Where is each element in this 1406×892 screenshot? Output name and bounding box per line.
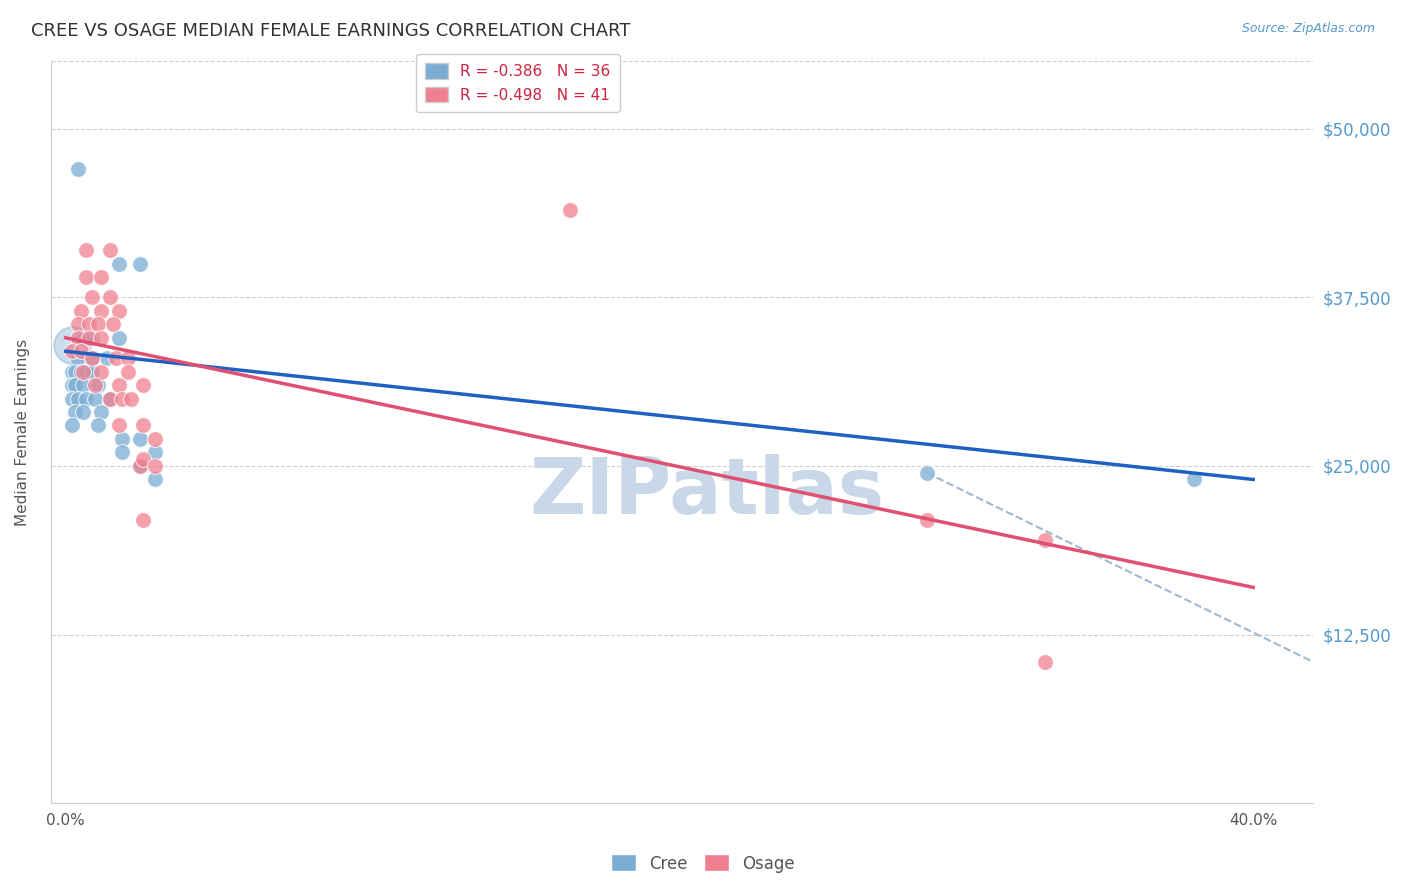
Point <box>84 392 107 406</box>
Point <box>90 303 112 318</box>
Point <box>87 378 110 392</box>
Point <box>915 513 938 527</box>
Point <box>66 392 89 406</box>
Point <box>82 290 104 304</box>
Point <box>79 318 101 332</box>
Point <box>143 432 166 446</box>
Point <box>79 331 101 345</box>
Point <box>132 513 155 527</box>
Point <box>117 365 139 379</box>
Point <box>128 458 150 473</box>
Point <box>82 351 104 365</box>
Text: ZIPatlas: ZIPatlas <box>530 454 884 530</box>
Point <box>96 351 118 365</box>
Point <box>128 432 150 446</box>
Point <box>82 365 104 379</box>
Point <box>75 392 97 406</box>
Point <box>60 344 83 359</box>
Point <box>1033 655 1056 669</box>
Point <box>90 365 112 379</box>
Y-axis label: Median Female Earnings: Median Female Earnings <box>15 339 30 525</box>
Point <box>90 270 112 285</box>
Point <box>66 162 89 177</box>
Point <box>560 202 582 217</box>
Point <box>63 405 86 419</box>
Text: CREE VS OSAGE MEDIAN FEMALE EARNINGS CORRELATION CHART: CREE VS OSAGE MEDIAN FEMALE EARNINGS COR… <box>31 22 630 40</box>
Point <box>98 243 121 257</box>
Point <box>98 392 121 406</box>
Point <box>69 344 91 359</box>
Point <box>75 365 97 379</box>
Point <box>60 365 83 379</box>
Point <box>108 303 131 318</box>
Point <box>105 351 128 365</box>
Point <box>1182 472 1205 486</box>
Point <box>60 337 83 351</box>
Point <box>87 418 110 433</box>
Point <box>66 331 89 345</box>
Point <box>143 445 166 459</box>
Point <box>63 365 86 379</box>
Point <box>66 351 89 365</box>
Point <box>72 405 94 419</box>
Point <box>84 378 107 392</box>
Point <box>111 445 134 459</box>
Point <box>143 472 166 486</box>
Point <box>98 290 121 304</box>
Point <box>101 318 124 332</box>
Point <box>108 418 131 433</box>
Point <box>82 351 104 365</box>
Point <box>108 378 131 392</box>
Point <box>82 331 104 345</box>
Point <box>72 378 94 392</box>
Point <box>72 331 94 345</box>
Point <box>120 392 142 406</box>
Point <box>128 458 150 473</box>
Point <box>90 405 112 419</box>
Point <box>60 418 83 433</box>
Point <box>128 257 150 271</box>
Point <box>117 351 139 365</box>
Point <box>75 243 97 257</box>
Point <box>63 378 86 392</box>
Point <box>87 318 110 332</box>
Legend: Cree, Osage: Cree, Osage <box>605 847 801 880</box>
Point <box>111 432 134 446</box>
Point <box>108 331 131 345</box>
Point <box>72 365 94 379</box>
Point <box>915 466 938 480</box>
Point <box>1033 533 1056 548</box>
Point <box>98 392 121 406</box>
Point <box>132 418 155 433</box>
Point <box>132 452 155 467</box>
Point <box>111 392 134 406</box>
Point <box>66 318 89 332</box>
Point <box>143 458 166 473</box>
Legend: R = -0.386   N = 36, R = -0.498   N = 41: R = -0.386 N = 36, R = -0.498 N = 41 <box>416 54 620 112</box>
Point <box>75 270 97 285</box>
Point <box>69 365 91 379</box>
Point <box>132 378 155 392</box>
Text: Source: ZipAtlas.com: Source: ZipAtlas.com <box>1241 22 1375 36</box>
Point <box>60 392 83 406</box>
Point <box>90 331 112 345</box>
Point <box>60 378 83 392</box>
Point <box>108 257 131 271</box>
Point <box>69 303 91 318</box>
